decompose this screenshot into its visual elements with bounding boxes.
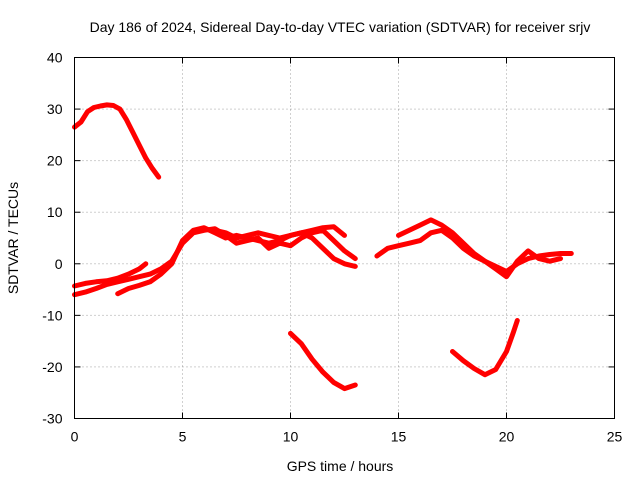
x-tick-label: 15 [391,429,407,445]
x-tick-label: 20 [499,429,515,445]
y-tick-label: 40 [47,50,63,66]
y-tick-label: 0 [55,256,63,272]
x-tick-label: 25 [607,429,623,445]
y-tick-label: -20 [42,359,62,375]
x-tick-label: 5 [179,429,187,445]
y-axis-label: SDTVAR / TECUs [5,182,21,294]
y-tick-label: -10 [42,307,62,323]
y-tick-label: 10 [47,204,63,220]
x-tick-label: 10 [283,429,299,445]
y-tick-label: 20 [47,153,63,169]
chart-title: Day 186 of 2024, Sidereal Day-to-day VTE… [90,19,591,35]
x-axis-label: GPS time / hours [287,458,394,474]
series-arc-6 [288,330,358,392]
plot-frame [74,57,615,419]
axis-ticks: 0 5 10 15 20 25 -30 -20 -10 0 10 20 30 40 [42,50,622,445]
series-arc-8 [396,217,563,280]
series-arc-5 [212,224,347,241]
series-arc-1 [72,102,162,180]
series-arc-2 [72,261,149,289]
grid [74,57,615,419]
y-tick-label: -30 [42,411,62,427]
x-tick-label: 0 [71,429,79,445]
series-arc-9 [450,318,520,378]
y-tick-label: 30 [47,101,63,117]
data-series [72,102,574,392]
